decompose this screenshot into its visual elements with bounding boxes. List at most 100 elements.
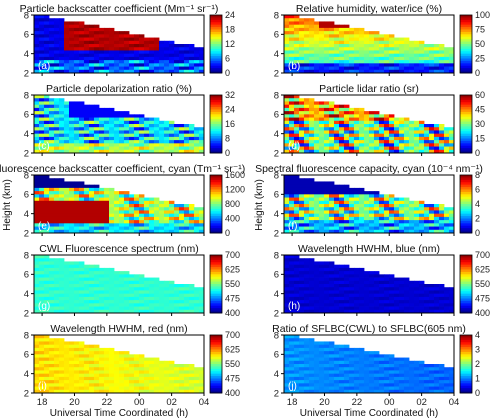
heatmap-cell	[54, 56, 60, 61]
heatmap-cell	[314, 261, 320, 266]
heatmap-cell	[384, 306, 390, 311]
heatmap-cell	[424, 223, 430, 227]
heatmap-cell	[394, 44, 400, 48]
heatmap-cell	[419, 367, 425, 371]
heatmap-cell	[79, 296, 85, 301]
heatmap-cell	[54, 338, 60, 342]
heatmap-cell	[329, 229, 335, 234]
heatmap-cell	[144, 303, 150, 307]
heatmap-cell	[94, 220, 100, 224]
heatmap-cell	[359, 296, 365, 301]
heatmap-cell	[184, 293, 190, 298]
heatmap-cell	[299, 143, 305, 147]
heatmap-cell	[54, 63, 60, 67]
heatmap-cell	[174, 296, 180, 301]
heatmap-cell	[344, 386, 350, 391]
heatmap-cell	[314, 376, 320, 381]
heatmap-cell	[149, 280, 155, 285]
heatmap-cell	[354, 143, 360, 147]
heatmap-cell	[289, 338, 295, 342]
heatmap-cell	[49, 40, 55, 45]
heatmap-cell	[339, 264, 345, 269]
heatmap-cell	[354, 383, 360, 387]
heatmap-cell	[369, 124, 375, 128]
colorbar-segment	[210, 107, 222, 110]
colorbar-segment	[210, 383, 222, 387]
heatmap-cell	[114, 380, 120, 384]
heatmap-cell	[39, 44, 45, 48]
heatmap-cell	[54, 191, 60, 195]
heatmap-cell	[114, 351, 120, 355]
heatmap-cell	[49, 37, 55, 42]
heatmap-cell	[44, 60, 50, 64]
heatmap-cell	[429, 296, 435, 301]
heatmap-cell	[79, 357, 85, 362]
heatmap-cell	[49, 104, 55, 109]
heatmap-cell	[184, 287, 190, 291]
heatmap-cell	[124, 229, 130, 234]
heatmap-cell	[39, 50, 45, 55]
heatmap-cell	[349, 63, 355, 67]
heatmap-cell	[44, 213, 50, 218]
colorbar-segment	[460, 44, 472, 47]
heatmap-cell	[184, 290, 190, 295]
heatmap-cell	[329, 357, 335, 362]
heatmap-cell	[389, 194, 395, 198]
heatmap-cell	[119, 220, 125, 224]
heatmap-cell	[349, 306, 355, 311]
heatmap-cell	[399, 373, 405, 378]
heatmap-cell	[89, 386, 95, 391]
heatmap-cell	[99, 284, 105, 288]
heatmap-cell	[44, 117, 50, 122]
heatmap-cell	[174, 213, 180, 218]
heatmap-cell	[159, 300, 165, 304]
heatmap-cell	[439, 213, 445, 218]
heatmap-cell	[304, 111, 310, 115]
heatmap-cell	[144, 367, 150, 371]
heatmap-cell	[54, 200, 60, 205]
heatmap-cell	[159, 213, 165, 218]
heatmap-cell	[304, 258, 310, 262]
heatmap-cell	[294, 140, 300, 144]
heatmap-cell	[304, 31, 310, 35]
heatmap-cell	[154, 360, 160, 365]
heatmap-cell	[324, 280, 330, 285]
heatmap-cell	[99, 124, 105, 128]
heatmap-cell	[344, 47, 350, 51]
heatmap-cell	[339, 309, 345, 314]
heatmap-cell	[344, 280, 350, 285]
heatmap-cell	[429, 140, 435, 144]
heatmap-cell	[364, 194, 370, 198]
colorbar-segment	[460, 136, 472, 139]
heatmap-cell	[419, 47, 425, 51]
heatmap-cell	[364, 370, 370, 375]
heatmap-cell	[409, 383, 415, 387]
heatmap-cell	[304, 351, 310, 355]
heatmap-cell	[34, 37, 40, 42]
heatmap-cell	[304, 284, 310, 288]
heatmap-cell	[194, 376, 200, 381]
heatmap-cell	[99, 383, 105, 387]
heatmap-cell	[64, 389, 70, 394]
heatmap-cell	[349, 386, 355, 391]
heatmap-cell	[374, 287, 380, 291]
heatmap-cell	[84, 220, 90, 224]
heatmap-cell	[74, 104, 80, 109]
heatmap-cell	[44, 264, 50, 269]
heatmap-cell	[104, 146, 110, 151]
heatmap-cell	[314, 60, 320, 64]
heatmap-cell	[119, 120, 125, 125]
heatmap-cell	[84, 149, 90, 154]
heatmap-cell	[364, 271, 370, 275]
heatmap-cell	[34, 191, 40, 195]
heatmap-cell	[319, 117, 325, 122]
heatmap-cell	[414, 140, 420, 144]
heatmap-cell	[199, 56, 205, 61]
heatmap-cell	[314, 34, 320, 38]
heatmap-cell	[374, 143, 380, 147]
heatmap-cell	[289, 210, 295, 215]
heatmap-cell	[304, 296, 310, 301]
heatmap-cell	[144, 60, 150, 64]
heatmap-cell	[109, 303, 115, 307]
heatmap-cell	[79, 111, 85, 115]
